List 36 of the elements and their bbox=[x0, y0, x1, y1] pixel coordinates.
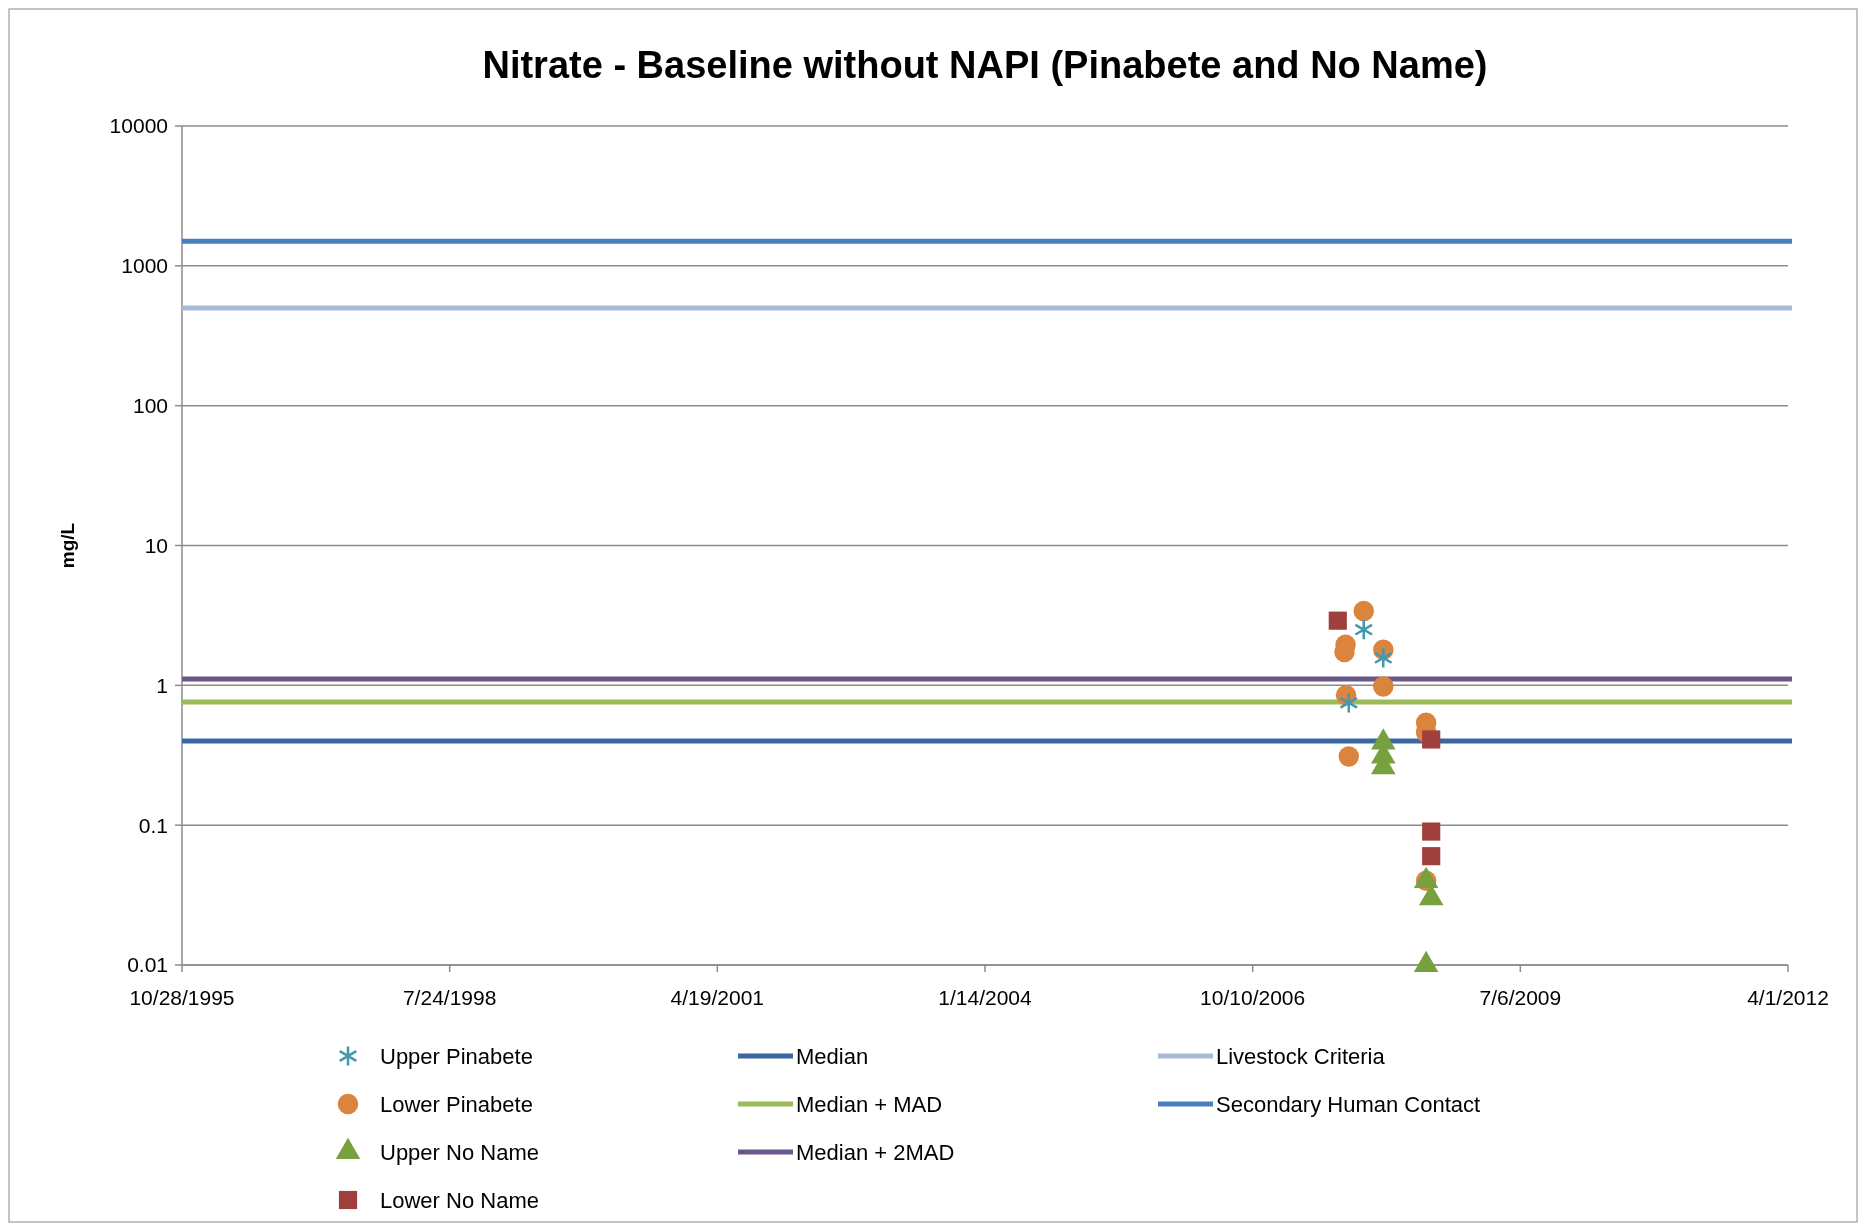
point bbox=[1413, 950, 1439, 973]
point bbox=[1422, 847, 1441, 866]
legend-label: Lower No Name bbox=[380, 1187, 539, 1213]
legend-label: Median + 2MAD bbox=[796, 1139, 955, 1165]
y-tick-label: 1 bbox=[156, 673, 168, 697]
legend-label: Median bbox=[796, 1043, 869, 1069]
point bbox=[1422, 822, 1441, 841]
x-tick-label: 7/6/2009 bbox=[1479, 986, 1562, 1009]
y-tick-label: 1000 bbox=[121, 254, 168, 278]
point bbox=[1339, 691, 1359, 714]
y-tick-label: 0.1 bbox=[138, 813, 168, 837]
y-axis-title: mg/L bbox=[57, 522, 78, 569]
legend-label: Lower Pinabete bbox=[380, 1091, 533, 1117]
x-tick-label: 10/28/1995 bbox=[129, 986, 235, 1009]
x-tick-label: 1/14/2004 bbox=[938, 986, 1033, 1009]
legend-label: Upper No Name bbox=[380, 1139, 539, 1165]
y-tick-label: 10000 bbox=[109, 114, 168, 138]
point bbox=[1338, 746, 1360, 767]
y-tick-label: 10 bbox=[144, 533, 168, 557]
point bbox=[1422, 730, 1441, 749]
y-tick-label: 0.01 bbox=[127, 953, 168, 977]
point bbox=[1328, 611, 1347, 630]
legend-label: Livestock Criteria bbox=[1216, 1043, 1386, 1069]
point bbox=[1373, 676, 1394, 697]
chart-title: Nitrate - Baseline without NAPI (Pinabete and No Name) bbox=[482, 44, 1488, 86]
x-tick-label: 4/1/2012 bbox=[1747, 986, 1829, 1009]
y-tick-label: 100 bbox=[132, 394, 168, 418]
legend-label: Upper Pinabete bbox=[380, 1043, 533, 1069]
x-tick-label: 7/24/1998 bbox=[402, 986, 497, 1009]
legend-label: Secondary Human Contact bbox=[1216, 1091, 1481, 1117]
x-tick-label: 4/19/2001 bbox=[670, 986, 765, 1009]
x-tick-label: 10/10/2006 bbox=[1200, 986, 1306, 1009]
point bbox=[1354, 618, 1374, 641]
point bbox=[1353, 600, 1374, 622]
point bbox=[1373, 647, 1393, 669]
legend-label: Median + MAD bbox=[796, 1091, 943, 1117]
